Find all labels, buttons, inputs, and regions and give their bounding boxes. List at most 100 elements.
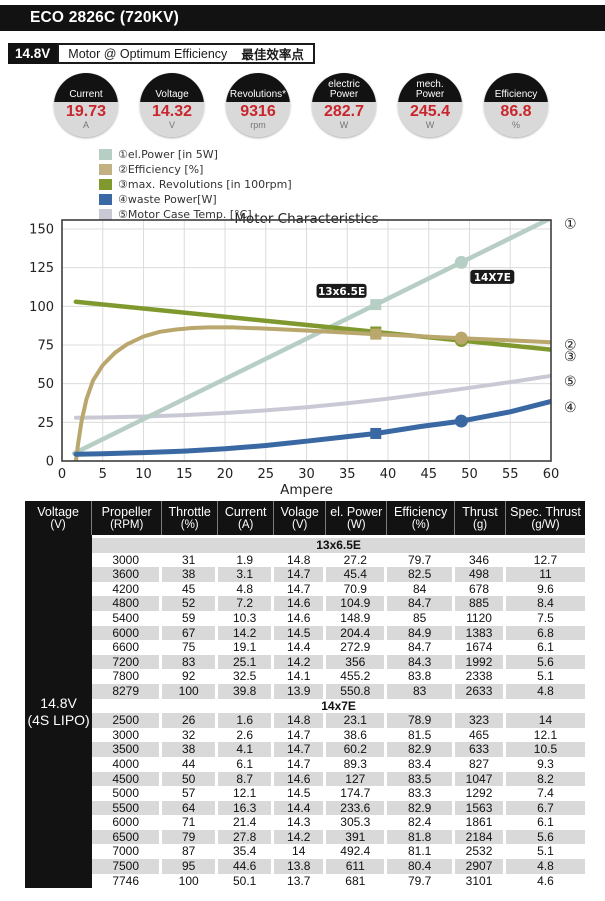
- table-cell: 6.1: [218, 756, 275, 772]
- chart-legend: ①el.Power [in 5W] ②Efficiency [%] ③max. Re…: [99, 147, 605, 222]
- table-cell: 827: [455, 756, 506, 772]
- y-tick-label: 25: [37, 416, 54, 431]
- table-cell: 1.9: [218, 552, 275, 568]
- table-cell: 84.3: [387, 654, 456, 670]
- table-cell: 19.1: [218, 640, 275, 655]
- table-cell: 6500: [92, 829, 163, 845]
- legend-item: ④waste Power[W]: [99, 192, 605, 207]
- gauge-value: 9316: [240, 103, 276, 120]
- table-cell: 82.9: [387, 742, 456, 757]
- table-row: 7500 95 44.6 13.8 611 80.4 2907 4.8: [92, 859, 585, 874]
- header-line2: (g/W): [531, 518, 560, 531]
- table-cell: 2338: [455, 669, 506, 684]
- gauge-mech-power: mech. Power 245.4 W: [398, 73, 462, 137]
- table-cell: 455.2: [326, 669, 388, 684]
- table-cell: 83.5: [387, 771, 456, 787]
- table-row: 5400 59 10.3 14.6 148.9 85 1120 7.5: [92, 610, 585, 626]
- table-cell: 1992: [455, 654, 506, 670]
- gauge-bottom: 19.73 A: [54, 102, 118, 137]
- table-rows: 13x6.5E 3000 31 1.9 14.8 27.2 79.7 346 12.7 3600 3…: [92, 535, 585, 889]
- series-number-label: ①: [564, 217, 577, 233]
- table-cell: 35.4: [218, 844, 275, 860]
- voltage-tag: 14.8V: [8, 43, 58, 64]
- table-cell: 391: [326, 829, 388, 845]
- table-cell: 83.4: [387, 756, 456, 772]
- table-cell: 3.1: [218, 567, 275, 582]
- x-tick-label: 45: [420, 467, 437, 482]
- header-line1: Spec. Thrust: [510, 504, 581, 519]
- table-cell: 1563: [455, 800, 506, 816]
- table-cell: 14.2: [274, 654, 327, 670]
- x-tick-label: 35: [339, 467, 356, 482]
- table-cell: 2633: [455, 683, 506, 699]
- gauge-top: Efficiency: [484, 73, 548, 102]
- prop-label-box: [470, 269, 515, 284]
- table-cell: 14.6: [274, 610, 327, 626]
- table-cell: 6.7: [506, 800, 585, 816]
- table-cell: 44: [162, 756, 219, 772]
- table-cell: 39.8: [218, 683, 275, 699]
- gauge-top: Revolutions*: [226, 73, 290, 102]
- table-cell: 16.3: [218, 800, 275, 816]
- table-cell: 6.1: [537, 815, 554, 830]
- header-line1: Volage: [280, 504, 319, 519]
- title-bar: ECO 2826C (720KV): [0, 5, 605, 31]
- table-cell: 1.6: [218, 713, 275, 728]
- table-cell: 44.6: [218, 859, 275, 874]
- table-cell: 27.2: [326, 552, 388, 568]
- table-cell: 81.1: [387, 844, 456, 860]
- table-cell: 85: [387, 610, 456, 626]
- legend-item: ②Efficiency [%]: [99, 162, 605, 177]
- table-cell: 272.9: [326, 640, 388, 655]
- table-cell: 356: [326, 654, 388, 670]
- table-cell: 50: [162, 771, 219, 787]
- table-cell: 13.9: [274, 683, 327, 699]
- table-cell: 79.7: [387, 552, 456, 568]
- table-cell: 14.7: [274, 742, 327, 757]
- table-cell: 14.6: [274, 771, 327, 787]
- gauge-electric-power: electric Power 282.7 W: [312, 73, 376, 137]
- gauge-top: mech. Power: [398, 73, 462, 102]
- header-line2: (W): [347, 518, 366, 531]
- table-cell: 7000: [92, 844, 163, 860]
- table-row: 6600 75 19.1 14.4 272.9 84.7 1674 6.1: [92, 640, 585, 655]
- motor-characteristics-chart: Motor Characteristics 13x6.5E 14X7E ① ② ③ ⑤ ④ 0 5…: [0, 208, 605, 498]
- gauge-unit: rpm: [250, 120, 266, 130]
- legend-label: ③max. Revolutions [in 100rpm]: [118, 178, 292, 191]
- table-cell: 14.6: [274, 596, 327, 611]
- series-number-label: ②: [564, 338, 577, 354]
- table-cell: 4.8: [506, 683, 585, 699]
- table-row: 3000 32 2.6 14.7 38.6 81.5 465 12.1: [92, 727, 585, 743]
- header-line2: (V): [50, 518, 66, 531]
- table-row: 2500 26 1.6 14.8 23.1 78.9 323 14: [92, 713, 585, 728]
- table-cell: 9.3: [537, 756, 554, 771]
- prop-label: 13x6.5E: [318, 286, 365, 298]
- table-row: 6000 67 14.2 14.5 204.4 84.9 1383 6.8: [92, 625, 585, 641]
- table-cell: 83: [387, 683, 456, 699]
- table-cell: 7.2: [218, 596, 275, 611]
- table-cell: 14.8: [274, 552, 327, 568]
- table-cell: 6.1: [537, 640, 554, 655]
- table-cell: 14.2: [274, 829, 327, 845]
- series-line-5: [73, 373, 551, 420]
- legend-item: ⑤Motor Case Temp. [°C]: [99, 207, 605, 222]
- table-cell: 10.3: [218, 610, 275, 626]
- legend-label: ⑤Motor Case Temp. [°C]: [118, 208, 252, 221]
- table-cell: 2.6: [218, 727, 275, 743]
- gauge-unit: V: [168, 120, 175, 130]
- table-cell: 633: [455, 742, 506, 757]
- table-cell: 84.7: [387, 596, 456, 611]
- table-cell: 8.2: [506, 771, 585, 787]
- table-header-cell: Voltage (V): [25, 501, 93, 535]
- table-cell: 7800: [92, 669, 163, 684]
- prop-label-box: [316, 283, 367, 298]
- legend-item: ③max. Revolutions [in 100rpm]: [99, 177, 605, 192]
- x-tick-label: 5: [99, 467, 107, 482]
- table-cell: 2500: [92, 713, 163, 728]
- x-tick-label: 0: [58, 467, 66, 482]
- table-row: 7746 100 50.1 13.7 681 79.7 3101 4.6: [92, 873, 585, 889]
- marker-square-4: [370, 427, 382, 439]
- table-header-cell: el. Power (W): [326, 501, 388, 535]
- table-cell: 148.9: [326, 610, 388, 626]
- table-cell: 14: [506, 713, 585, 728]
